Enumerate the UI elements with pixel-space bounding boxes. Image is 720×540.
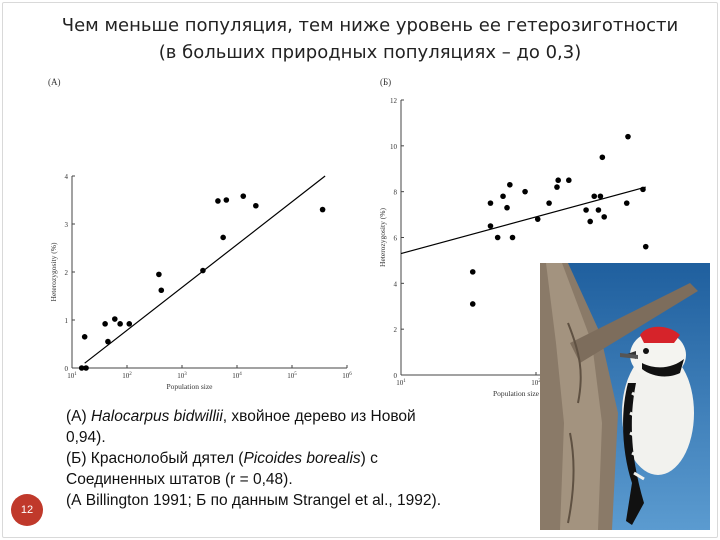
y-tick-label: 1 [65, 317, 69, 325]
data-point [111, 316, 118, 322]
data-point [105, 338, 111, 345]
data-point [83, 365, 89, 371]
data-point [546, 200, 552, 206]
caption-source: (А Billington 1991; Б по данным Strangel… [66, 492, 441, 509]
data-point [240, 193, 247, 199]
caption-a-line2: 0,94). [66, 429, 106, 446]
title-line-2: (в больших природных популяциях – до 0,3… [158, 42, 582, 63]
y-tick-label: 0 [394, 372, 398, 380]
x-tick-label: 101 [396, 379, 406, 387]
x-tick-exponent: 2 [129, 372, 132, 377]
data-point [587, 218, 593, 225]
data-point [487, 200, 494, 206]
y-axis-label: Heterozygosity (%) [378, 208, 387, 267]
data-point [253, 202, 259, 209]
data-point [78, 365, 85, 371]
data-point [494, 234, 501, 241]
caption-b: (Б) Краснолобый дятел (Picoides borealis… [66, 450, 378, 467]
x-tick-exponent: 1 [403, 379, 406, 384]
data-point [487, 223, 494, 229]
data-point [81, 334, 88, 340]
y-tick-label: 4 [394, 280, 398, 288]
x-tick-label: 101 [67, 372, 77, 380]
slide-title: Чем меньше популяция, тем ниже уровень е… [20, 12, 720, 66]
caption-b-species: Picoides borealis [243, 450, 361, 467]
woodpecker-photo [540, 263, 710, 530]
x-tick-exponent: 4 [239, 372, 242, 377]
data-point [597, 193, 604, 200]
caption-b-line2: Соединенных штатов (r = 0,48). [66, 471, 293, 488]
data-point [507, 181, 513, 188]
figure-caption: (А) Halocarpus bidwillii, хвойное дерево… [66, 406, 546, 511]
page-number-badge: 12 [11, 494, 43, 526]
y-axis-label: Heterozygosity (%) [49, 242, 58, 301]
data-point [156, 271, 162, 278]
data-point [509, 234, 516, 241]
data-point [595, 207, 602, 213]
data-point [640, 186, 646, 193]
data-point [625, 133, 631, 140]
x-tick-label: 102 [122, 372, 132, 380]
x-tick-label: 102 [531, 379, 541, 387]
data-point [554, 184, 560, 190]
data-point [126, 321, 133, 327]
y-tick-label: 10 [390, 143, 398, 151]
data-point [215, 198, 221, 204]
x-tick-label: 106 [342, 372, 352, 380]
x-tick-label: 103 [177, 372, 187, 380]
y-tick-label: 0 [65, 365, 69, 373]
data-point [319, 206, 326, 213]
panel-a-label: (A) [48, 77, 61, 87]
y-tick-label: 2 [65, 269, 69, 277]
x-tick-exponent: 2 [538, 379, 541, 384]
x-tick-label: 104 [232, 372, 242, 380]
y-tick-label: 3 [65, 221, 69, 229]
y-tick-label: 8 [394, 189, 398, 197]
caption-a: (А) Halocarpus bidwillii, хвойное дерево… [66, 408, 416, 425]
data-point [504, 204, 510, 211]
data-point [583, 207, 589, 213]
y-tick-label: 12 [390, 97, 398, 105]
panel-b-label: (Б) [380, 77, 392, 87]
x-axis-label: Population size [493, 389, 540, 398]
data-point [599, 154, 606, 161]
x-tick-exponent: 1 [74, 372, 77, 377]
y-tick-label: 4 [65, 173, 69, 181]
data-point [566, 177, 572, 184]
x-tick-exponent: 5 [294, 372, 297, 377]
x-tick-label: 105 [287, 372, 297, 380]
data-point [623, 200, 630, 206]
x-tick-exponent: 6 [349, 372, 352, 377]
y-tick-label: 6 [394, 235, 398, 243]
trend-line [400, 186, 646, 255]
data-point [642, 243, 649, 250]
woodpecker-image [540, 263, 710, 530]
data-point [469, 301, 476, 307]
title-line-1: Чем меньше популяция, тем ниже уровень е… [61, 15, 679, 36]
caption-a-species: Halocarpus bidwillii [90, 408, 223, 425]
data-point [158, 287, 165, 294]
data-point [522, 188, 528, 195]
data-point [500, 193, 506, 200]
data-point [220, 234, 226, 241]
x-axis-label: Population size [166, 382, 213, 391]
data-point [534, 216, 541, 222]
data-point [555, 177, 561, 184]
data-point [469, 269, 476, 275]
data-point [102, 321, 108, 327]
x-tick-exponent: 3 [184, 372, 187, 377]
data-point [117, 321, 123, 327]
data-point [223, 197, 230, 203]
data-point [591, 193, 598, 200]
y-tick-label: 2 [394, 326, 398, 334]
data-point [200, 267, 206, 274]
chart-b: 024681012101102103Population sizeHeteroz… [378, 97, 676, 398]
data-point [601, 214, 607, 220]
